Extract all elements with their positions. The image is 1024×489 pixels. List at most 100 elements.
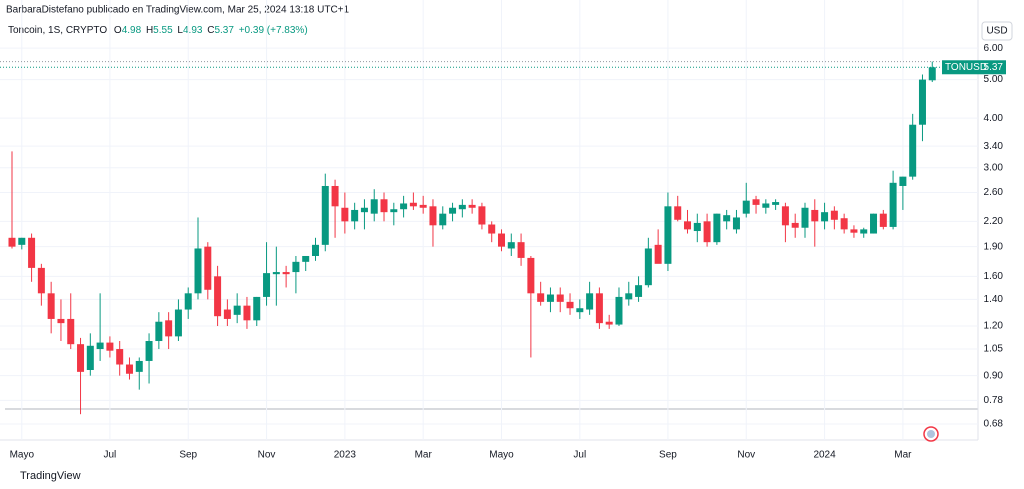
candle-body (801, 207, 809, 228)
candle-body (860, 229, 868, 234)
plot: 6.00 5.00 4.00 3.40 3.00 2.60 2.20 1.90 1.60 1.40… (0, 0, 1006, 461)
candle-body (429, 206, 437, 226)
event-flag-icon (927, 430, 935, 438)
x-tick-label: 2023 (334, 450, 357, 461)
x-tick-label: Nov (737, 450, 755, 461)
candle-body (243, 305, 251, 321)
candle-body (566, 301, 574, 309)
candle-body (664, 206, 672, 264)
candle-body (47, 293, 55, 319)
candle-body (899, 176, 907, 186)
candle-body (468, 204, 476, 208)
symbol-label: TONUSD (945, 62, 987, 73)
candle-body (184, 293, 192, 310)
ohlc-label: L (177, 25, 183, 36)
candle-body (311, 244, 319, 256)
candle-body (830, 210, 838, 220)
y-tick-label: 1.05 (984, 344, 1004, 355)
candle-body (67, 318, 75, 345)
candle-body (772, 202, 780, 205)
candle-body (674, 206, 682, 220)
candle-body (400, 203, 408, 210)
candle-body (625, 293, 633, 300)
candle-body (723, 215, 731, 222)
candle-body (155, 321, 163, 342)
candle-body (223, 309, 231, 319)
candle-body (106, 342, 114, 351)
x-tick-label: Jul (573, 450, 586, 461)
candle-body (507, 242, 515, 249)
x-tick-label: Mar (894, 450, 912, 461)
ohlc-value: 4.93 (183, 25, 203, 36)
candle-body (840, 218, 848, 230)
currency-box[interactable] (981, 21, 1013, 41)
candle-body (537, 293, 545, 302)
candle-body (586, 293, 594, 310)
candle-body (850, 229, 858, 233)
y-tick-label: 3.00 (984, 162, 1004, 173)
y-tick-label: 6.00 (984, 43, 1004, 54)
candle-body (684, 221, 692, 230)
currency[interactable]: USD (986, 26, 1007, 37)
y-tick-label: 1.60 (984, 271, 1004, 282)
candle-body (214, 276, 222, 317)
change: +0.39 (+7.83%) (239, 25, 308, 36)
candle-body (57, 318, 65, 324)
x-tick-label: Jul (104, 450, 117, 461)
candle-body (595, 293, 603, 324)
candle-body (174, 309, 182, 337)
ohlc-label: H (146, 25, 153, 36)
candle-body (439, 213, 447, 226)
candle-body (498, 233, 505, 247)
candle-body (781, 206, 789, 226)
candle-body (390, 209, 398, 213)
y-tick-label: 0.90 (984, 370, 1004, 381)
candle-body (77, 344, 85, 372)
candle-body (37, 267, 45, 294)
ohlc-value: 4.98 (122, 25, 142, 36)
candle-body (449, 207, 457, 214)
candle-body (125, 364, 133, 374)
y-tick-label: 0.78 (984, 395, 1004, 406)
candle-body (360, 207, 368, 213)
candle-body (527, 257, 535, 294)
ohlc-label: C (207, 25, 214, 36)
candle-body (380, 199, 388, 213)
candle-body (145, 341, 153, 361)
candle-body (615, 296, 623, 325)
y-tick-label: 4.00 (984, 113, 1004, 124)
symbol-label-bg (942, 60, 1006, 75)
candle-body (165, 320, 173, 337)
candle-body (742, 200, 750, 214)
candle-body (292, 261, 300, 273)
ohlc-label: O (114, 25, 122, 36)
y-tick-label: 1.40 (984, 294, 1004, 305)
candle-body (928, 67, 936, 81)
last-price-label: 5.37 (984, 62, 1004, 73)
candle-body (821, 212, 829, 222)
candle-body (488, 224, 496, 234)
candle-body (8, 237, 16, 247)
y-tick-label: 5.00 (984, 74, 1004, 85)
y-tick-label: 2.20 (984, 216, 1004, 227)
candle-body (605, 321, 613, 325)
candle-body (791, 222, 799, 228)
candle-body (889, 182, 897, 227)
candle-body (194, 248, 202, 294)
candle-body (96, 342, 104, 350)
candle-body (341, 207, 349, 222)
candle-body (419, 204, 427, 208)
candle-body (654, 244, 662, 264)
x-tick-label: Sep (179, 450, 197, 461)
author-line: BarbaraDistefano publicado en TradingVie… (6, 5, 350, 16)
candle-body (762, 203, 770, 208)
candle-body (86, 345, 94, 370)
symbol-line: Toncoin, 1S, CRYPTO (8, 25, 107, 36)
candle-body (282, 272, 290, 275)
x-tick-label: Mar (415, 450, 433, 461)
y-tick-label: 3.40 (984, 141, 1004, 152)
candle-body (458, 204, 466, 210)
candle-body (370, 199, 378, 214)
candle-body (478, 206, 486, 225)
